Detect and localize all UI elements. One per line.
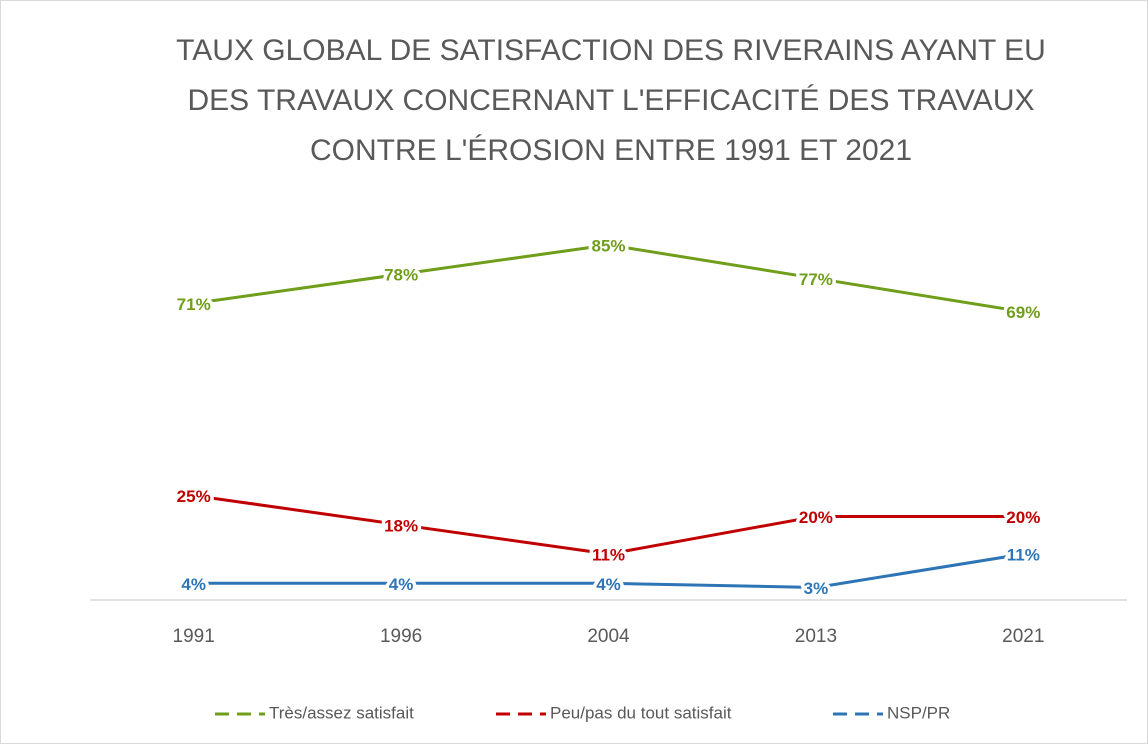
data-label: 71% [177,295,211,314]
data-label: 69% [1006,303,1040,322]
data-label: 3% [804,579,829,598]
chart-title: CONTRE L'ÉROSION ENTRE 1991 ET 2021 [310,134,912,167]
x-tick-label: 2004 [587,626,630,647]
data-label: 77% [799,270,833,289]
legend-label: NSP/PR [887,703,950,722]
series-line [193,552,1024,589]
data-label: 4% [596,575,621,594]
series-line [193,494,1024,556]
x-tick-label: 2021 [1002,626,1044,647]
data-label: 11% [1007,546,1040,565]
data-label: 20% [1006,508,1040,527]
chart-title: DES TRAVAUX CONCERNANT L'EFFICACITÉ DES … [188,84,1035,117]
chart-title: TAUX GLOBAL DE SATISFACTION DES RIVERAIN… [176,34,1046,67]
legend-label: Très/assez satisfait [269,703,414,722]
x-tick-label: 2013 [795,626,837,647]
legend-label: Peu/pas du tout satisfait [550,703,732,722]
x-tick-label: 1991 [173,626,215,647]
data-label: 18% [384,516,418,535]
data-label: 4% [181,575,206,594]
data-label: 20% [799,508,833,527]
data-label: 25% [177,487,211,506]
data-label: 78% [384,266,418,285]
data-label: 85% [591,236,625,255]
data-label: 4% [389,575,414,594]
series-line [193,243,1024,314]
data-label: 11% [592,546,625,565]
x-tick-label: 1996 [380,626,422,647]
